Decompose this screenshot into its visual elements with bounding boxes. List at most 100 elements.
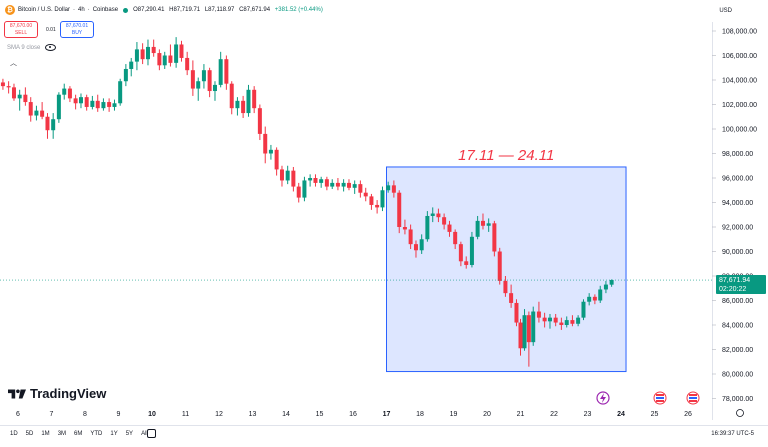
flag-stripe xyxy=(689,394,697,396)
candle-body xyxy=(241,100,246,114)
range-5y[interactable]: 5Y xyxy=(125,431,134,437)
exchange-label: Coinbase xyxy=(92,7,119,13)
candle-body xyxy=(246,89,251,114)
x-tick-label: 16 xyxy=(349,411,357,418)
candle-body xyxy=(324,179,329,187)
candle-body xyxy=(341,182,346,187)
candle-body xyxy=(257,108,262,134)
candle-body xyxy=(207,70,212,92)
bitcoin-icon: ₿ xyxy=(5,5,15,15)
y-tick-label: 90,000.00 xyxy=(722,249,753,256)
highlight-range[interactable] xyxy=(386,166,627,373)
range-ytd[interactable]: YTD xyxy=(90,431,103,437)
settings-icon xyxy=(736,409,744,417)
candle-body xyxy=(185,57,190,71)
range-6m[interactable]: 6M xyxy=(74,431,83,437)
candle-body xyxy=(564,320,569,325)
close-value: C87,671.94 xyxy=(239,7,271,13)
candle-body xyxy=(531,311,536,343)
eye-icon[interactable] xyxy=(45,44,57,51)
candle-body xyxy=(218,59,223,85)
y-tick-label: 102,000.00 xyxy=(722,102,757,109)
range-annotation[interactable]: 17.11 — 24.11 xyxy=(458,147,554,164)
countdown-label: 02:20:22 xyxy=(719,286,746,293)
clock-label[interactable]: 16:39:37 UTC-5 xyxy=(711,431,754,437)
currency-label[interactable]: USD xyxy=(719,8,732,14)
calendar-icon[interactable] xyxy=(147,429,156,438)
candle-body xyxy=(17,94,22,99)
y-tick-label: 96,000.00 xyxy=(722,176,753,183)
candle-body xyxy=(430,213,435,216)
candle-body xyxy=(581,301,586,318)
x-tick-label: 26 xyxy=(684,411,692,418)
candle-body xyxy=(497,251,502,281)
candle-body xyxy=(112,103,117,107)
candle-body xyxy=(190,70,195,89)
x-tick-label: 13 xyxy=(249,411,257,418)
candle-body xyxy=(536,311,541,318)
candle-body xyxy=(118,81,123,104)
candle-body xyxy=(419,239,424,251)
symbol-info[interactable]: ₿ Bitcoin / U.S. Dollar · 4h · Coinbase … xyxy=(5,5,326,15)
candle-body xyxy=(0,82,5,87)
candle-body xyxy=(268,149,273,154)
candle-body xyxy=(402,227,407,230)
candle-body xyxy=(62,88,67,95)
candle-body xyxy=(592,296,597,301)
candle-body xyxy=(291,170,296,187)
candle-body xyxy=(559,322,564,325)
y-tick-label: 80,000.00 xyxy=(722,372,753,379)
range-all[interactable]: All xyxy=(141,431,148,437)
candle-body xyxy=(123,68,128,82)
sell-button[interactable]: 87,670.00 SELL xyxy=(4,21,38,38)
buy-button[interactable]: 87,670.01 BUY xyxy=(60,21,94,38)
candle-body xyxy=(73,98,78,104)
candle-body xyxy=(447,224,452,232)
low-value: L87,118.97 xyxy=(204,7,235,13)
candle-body xyxy=(469,236,474,265)
symbol-name: Bitcoin / U.S. Dollar xyxy=(18,7,71,13)
last-price-label: 87,671.94 xyxy=(719,277,750,284)
x-tick-label: 14 xyxy=(282,411,290,418)
candle-body xyxy=(129,61,134,69)
x-tick-label: 11 xyxy=(182,411,189,418)
candle-body xyxy=(522,315,527,349)
y-tick-label: 98,000.00 xyxy=(722,151,753,158)
tradingview-logo[interactable]: TradingView xyxy=(8,386,106,401)
logo-text: TradingView xyxy=(30,386,107,401)
y-tick-label: 82,000.00 xyxy=(722,347,753,354)
y-tick-label: 104,000.00 xyxy=(722,78,757,85)
candle-body xyxy=(274,149,279,170)
range-1d[interactable]: 1D xyxy=(10,431,18,437)
candle-body xyxy=(547,317,552,322)
flag-stripe xyxy=(656,394,664,396)
x-tick-label: 17 xyxy=(383,411,391,418)
chevron-up-icon[interactable]: ︿ xyxy=(10,60,17,67)
candle-body xyxy=(252,89,257,109)
candle-body xyxy=(308,178,313,181)
range-1m[interactable]: 1M xyxy=(41,431,50,437)
candle-body xyxy=(475,220,480,237)
range-5d[interactable]: 5D xyxy=(25,431,34,437)
candle-body xyxy=(542,317,547,322)
candle-body xyxy=(151,46,156,54)
y-tick-label: 94,000.00 xyxy=(722,200,753,207)
last-price-badge xyxy=(716,275,766,295)
candle-body xyxy=(263,133,268,154)
candle-body xyxy=(302,180,307,198)
tradingview-icon xyxy=(8,389,26,398)
candle-body xyxy=(553,317,558,323)
x-tick-label: 25 xyxy=(651,411,659,418)
range-1y[interactable]: 1Y xyxy=(110,431,118,437)
flag-stripe xyxy=(656,400,664,402)
candle-body xyxy=(375,204,380,208)
buy-label: BUY xyxy=(71,30,83,36)
candle-body xyxy=(56,94,61,120)
indicator-legend[interactable]: SMA 9 close xyxy=(7,44,57,51)
candle-body xyxy=(296,186,301,198)
candle-body xyxy=(67,88,72,99)
range-3m[interactable]: 3M xyxy=(57,431,67,437)
candle-body xyxy=(425,215,430,240)
candle-body xyxy=(78,97,83,104)
